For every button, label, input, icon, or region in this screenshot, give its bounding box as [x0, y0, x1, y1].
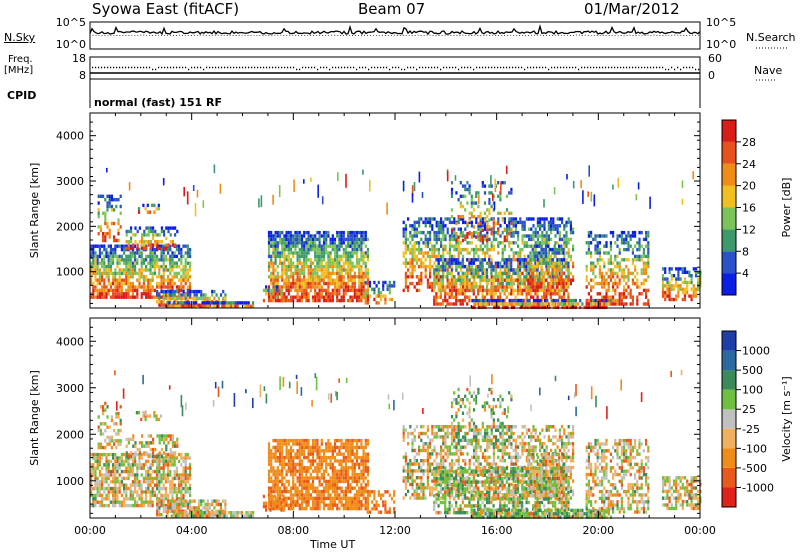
velocity-colorbar-tick-label: 25: [742, 403, 756, 416]
noise-left-tick-top: 10^5: [56, 16, 86, 29]
power-colorbar-tick-label: 28: [742, 136, 756, 149]
power-colorbar-label: Power [dB]: [780, 178, 793, 238]
velocity-colorbar-frame: [721, 330, 737, 508]
power-colorbar-tick-label: 12: [742, 223, 756, 236]
velocity-colorbar-segment: [722, 370, 736, 390]
power-colorbar-segment: [722, 251, 736, 274]
power-colorbar-tick-label: 8: [742, 245, 749, 258]
power-ylabel: Slant Range [km]: [28, 163, 41, 259]
velocity-colorbar-segment: [722, 448, 736, 468]
velocity-colorbar-tick-label: -1000: [742, 481, 774, 494]
noise-right-tick-bottom: 10^0: [706, 38, 736, 51]
power-colorbar-segment: [722, 207, 736, 230]
frequency-points: [92, 66, 700, 71]
velocity-colorbar-segment: [722, 467, 736, 488]
nave-label: Nave: [754, 64, 783, 77]
freq-strip-frame: [89, 56, 701, 80]
power-ytick-label: 1000: [56, 266, 84, 279]
freq-left-tick-top: 18: [72, 52, 86, 65]
velocity-ylabel: Slant Range [km]: [28, 370, 41, 466]
noise-line: [89, 24, 701, 36]
power-heatmap-cells: [90, 164, 702, 310]
power-colorbar-segment: [722, 120, 736, 142]
power-colorbar-segment: [722, 185, 736, 208]
power-colorbar-tick-label: 16: [742, 202, 756, 215]
velocity-colorbar-segment: [722, 350, 736, 371]
power-ytick-label: 3000: [56, 175, 84, 188]
power-colorbar-segment: [722, 273, 736, 295]
velocity-colorbar-tick-label: -100: [742, 442, 767, 455]
velocity-colorbar-tick-label: -500: [742, 462, 767, 475]
freq-right-tick-bottom: 0: [708, 69, 715, 82]
cpid-label: CPID: [7, 89, 37, 102]
power-ytick-label: 2000: [56, 220, 84, 233]
power-colorbar-segment: [722, 229, 736, 252]
x-tick-label: 00:00: [684, 524, 716, 537]
velocity-colorbar-segment: [722, 389, 736, 410]
freq-label-line1: Freq.: [8, 54, 33, 65]
x-tick-label: 16:00: [481, 524, 513, 537]
x-axis-label: Time UT: [310, 538, 356, 551]
velocity-colorbar-tick-label: 100: [742, 384, 763, 397]
x-tick-label: 08:00: [277, 524, 309, 537]
power-ytick-label: 4000: [56, 130, 84, 143]
freq-label-line2: [MHz]: [4, 65, 34, 76]
velocity-colorbar-label: Velocity [m s⁻¹]: [780, 376, 793, 461]
x-tick-label: 12:00: [379, 524, 411, 537]
power-colorbar-tick-label: 20: [742, 180, 756, 193]
power-colorbar-tick-label: 24: [742, 158, 756, 171]
x-tick-label: 00:00: [74, 524, 106, 537]
velocity-colorbar-tick-label: -25: [742, 423, 760, 436]
date-title: 01/Mar/2012: [584, 0, 680, 18]
nsearch-line: [89, 34, 700, 37]
beam-title: Beam 07: [358, 0, 426, 18]
freq-right-tick-top: 60: [708, 52, 722, 65]
velocity-ytick-label: 4000: [56, 335, 84, 348]
velocity-colorbar-tick-label: 1000: [742, 345, 770, 358]
velocity-heatmap-cells: [90, 369, 702, 519]
velocity-colorbar-segment: [722, 487, 736, 507]
velocity-ytick-label: 1000: [56, 475, 84, 488]
freq-left-tick-bottom: 8: [79, 69, 86, 82]
velocity-ytick-label: 2000: [56, 428, 84, 441]
power-colorbar-tick-label: 4: [742, 267, 749, 280]
noise-right-tick-top: 10^5: [706, 16, 736, 29]
noise-strip-frame: [89, 21, 701, 50]
velocity-colorbar-segment: [722, 409, 736, 429]
velocity-colorbar-segment: [722, 428, 736, 449]
mode-label: normal (fast) 151 RF: [94, 96, 222, 109]
station-title: Syowa East (fitACF): [92, 0, 240, 18]
velocity-colorbar-segment: [722, 331, 736, 351]
velocity-colorbar-tick-label: 500: [742, 364, 763, 377]
x-tick-label: 20:00: [582, 524, 614, 537]
power-colorbar-segment: [722, 141, 736, 164]
noise-left-tick-bottom: 10^0: [56, 38, 86, 51]
x-tick-label: 04:00: [176, 524, 208, 537]
power-colorbar-segment: [722, 163, 736, 186]
nsearch-label: N.Search: [746, 31, 796, 44]
nsky-label: N.Sky: [4, 31, 36, 44]
velocity-ytick-label: 3000: [56, 382, 84, 395]
